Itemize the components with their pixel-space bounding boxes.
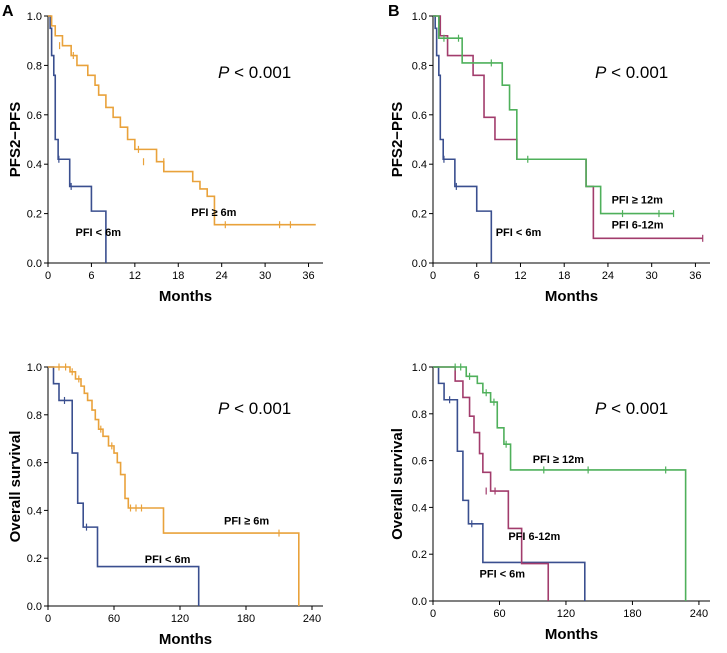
y-axis-label: PFS2−PFS xyxy=(389,102,406,177)
km-curve-pfi-6-12m xyxy=(433,366,550,601)
p-value-annotation: P < 0.001 xyxy=(218,399,291,418)
y-tick-label: 0.6 xyxy=(412,110,427,122)
curve-label: PFI ≥ 12m xyxy=(533,454,584,466)
curve-label: PFI < 6m xyxy=(76,227,122,239)
km-curve-pfi-lt-6m xyxy=(433,15,493,263)
chart-panel-2: 0.0 0.2 0.4 0.6 0.8 1.0 0 6 12 18 24 30 36 Months PFS2… xyxy=(388,3,710,305)
km-curve-pfi-ge-12m xyxy=(433,15,674,215)
x-tick-label: 120 xyxy=(557,608,575,620)
y-tick-label: 0.4 xyxy=(27,159,42,171)
x-tick-label: 0 xyxy=(430,270,436,282)
curve-label: PFI < 6m xyxy=(496,227,542,239)
y-tick-label: 0.4 xyxy=(412,159,427,171)
y-tick-label: 0.2 xyxy=(27,209,42,221)
y-tick-label: 0.8 xyxy=(27,410,42,422)
chart-panel-3: 0.0 0.2 0.4 0.6 0.8 1.0 0 60 120 180 240 Months Over… xyxy=(7,362,323,648)
panel-letter: A xyxy=(2,3,14,20)
x-tick-label: 36 xyxy=(689,270,701,282)
y-tick-label: 0.0 xyxy=(27,601,42,613)
curve-label: PFI < 6m xyxy=(480,569,526,581)
x-tick-label: 24 xyxy=(216,270,228,282)
curve-label: PFI 6-12m xyxy=(508,531,560,543)
curve-label: PFI ≥ 6m xyxy=(191,207,236,219)
p-value-annotation: P < 0.001 xyxy=(218,63,291,82)
x-tick-label: 0 xyxy=(430,608,436,620)
x-tick-label: 6 xyxy=(88,270,94,282)
x-tick-label: 24 xyxy=(602,270,614,282)
y-tick-label: 0.6 xyxy=(27,458,42,470)
y-tick-label: 0.6 xyxy=(27,110,42,122)
curve-label: PFI ≥ 6m xyxy=(224,516,269,528)
y-tick-label: 0.8 xyxy=(27,60,42,72)
x-tick-label: 30 xyxy=(259,270,271,282)
x-tick-label: 30 xyxy=(646,270,658,282)
y-tick-label: 1.0 xyxy=(412,11,427,23)
y-tick-label: 0.4 xyxy=(412,502,427,514)
x-tick-label: 36 xyxy=(302,270,314,282)
x-tick-label: 18 xyxy=(558,270,570,282)
panel-letter: B xyxy=(388,3,400,20)
y-tick-label: 0.2 xyxy=(27,553,42,565)
km-curve-pfi-ge-6m xyxy=(48,15,316,226)
y-tick-label: 0.2 xyxy=(412,549,427,561)
km-curve-pfi-lt-6m xyxy=(48,15,107,263)
p-value-annotation: P < 0.001 xyxy=(595,399,668,418)
x-tick-label: 18 xyxy=(172,270,184,282)
x-axis-label: Months xyxy=(159,631,212,648)
x-tick-label: 12 xyxy=(514,270,526,282)
x-axis-label: Months xyxy=(545,288,598,305)
y-axis-label: Overall survival xyxy=(7,431,24,543)
x-tick-label: 240 xyxy=(690,608,708,620)
chart-panel-1: 0.0 0.2 0.4 0.6 0.8 1.0 0 6 12 18 24 30 36 Months PFS2… xyxy=(2,3,323,305)
km-curve-pfi-ge-6m xyxy=(48,366,300,606)
x-tick-label: 60 xyxy=(108,613,120,625)
p-value-annotation: P < 0.001 xyxy=(595,63,668,82)
y-tick-label: 0.8 xyxy=(412,409,427,421)
curve-label: PFI 6-12m xyxy=(612,219,664,231)
km-curve-pfi-lt-6m xyxy=(48,366,200,606)
curve-label: PFI < 6m xyxy=(145,554,191,566)
x-tick-label: 240 xyxy=(303,613,321,625)
y-axis-label: Overall survival xyxy=(389,428,406,540)
x-tick-label: 12 xyxy=(129,270,141,282)
y-tick-label: 0.8 xyxy=(412,60,427,72)
y-tick-label: 1.0 xyxy=(412,362,427,374)
y-axis-label: PFS2−PFS xyxy=(7,102,24,177)
x-tick-label: 6 xyxy=(474,270,480,282)
y-tick-label: 0.0 xyxy=(412,258,427,270)
km-curve-pfi-lt-6m xyxy=(433,366,586,601)
y-tick-label: 1.0 xyxy=(27,11,42,23)
chart-panel-4: 0.0 0.2 0.4 0.6 0.8 1.0 0 60 120 180 240 Months Over… xyxy=(389,362,710,643)
y-tick-label: 0.0 xyxy=(27,258,42,270)
x-tick-label: 60 xyxy=(493,608,505,620)
y-tick-label: 0.2 xyxy=(412,209,427,221)
x-axis-label: Months xyxy=(545,626,598,643)
x-tick-label: 0 xyxy=(45,613,51,625)
y-tick-label: 0.4 xyxy=(27,505,42,517)
x-tick-label: 0 xyxy=(45,270,51,282)
y-tick-label: 0.0 xyxy=(412,596,427,608)
x-tick-label: 180 xyxy=(623,608,641,620)
y-tick-label: 0.6 xyxy=(412,456,427,468)
x-tick-label: 120 xyxy=(171,613,189,625)
x-tick-label: 180 xyxy=(237,613,255,625)
curve-label: PFI ≥ 12m xyxy=(612,195,663,207)
x-axis-label: Months xyxy=(159,288,212,305)
y-tick-label: 1.0 xyxy=(27,362,42,374)
